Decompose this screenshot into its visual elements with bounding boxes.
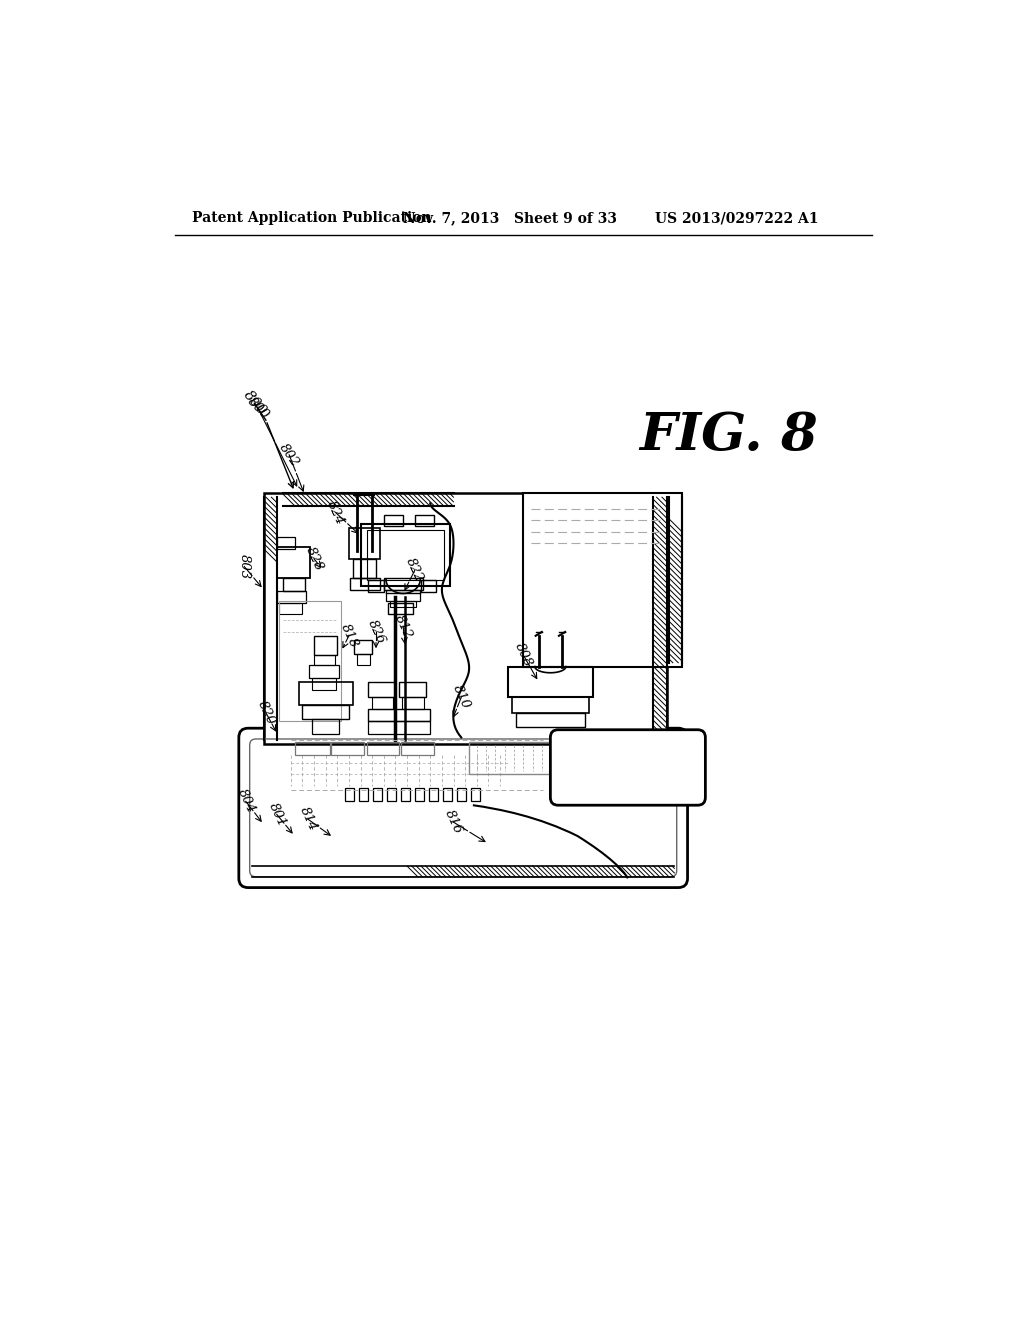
Text: 822: 822 [403, 556, 426, 585]
Text: 800: 800 [245, 395, 271, 422]
Text: 814: 814 [297, 805, 319, 833]
Text: Nov. 7, 2013   Sheet 9 of 33: Nov. 7, 2013 Sheet 9 of 33 [403, 211, 617, 226]
Text: 801: 801 [265, 800, 288, 829]
Bar [295, 742, 330, 755]
Bar [367, 529, 444, 581]
Bar [515, 713, 586, 726]
Bar [276, 537, 295, 549]
Text: Patent Application Publication: Patent Application Publication [191, 211, 431, 226]
Bar [429, 788, 438, 801]
Bar [523, 494, 682, 667]
Bar [349, 528, 380, 558]
Text: 816: 816 [442, 808, 465, 837]
Bar [354, 640, 372, 653]
Bar [357, 653, 370, 665]
Bar [312, 719, 339, 734]
Bar [390, 601, 417, 607]
Text: 824: 824 [325, 499, 347, 527]
Bar [349, 578, 380, 590]
Bar [415, 515, 434, 527]
Bar [276, 591, 306, 603]
Bar [312, 678, 336, 689]
Bar [399, 682, 426, 697]
Bar [372, 697, 393, 709]
Text: 818: 818 [338, 622, 360, 649]
Bar [369, 709, 430, 721]
Bar [345, 788, 354, 801]
Bar [442, 788, 452, 801]
Bar [299, 682, 352, 705]
Bar [471, 788, 480, 801]
Bar [400, 742, 434, 755]
Text: 812: 812 [392, 612, 415, 640]
Bar [280, 601, 341, 721]
Bar [512, 697, 589, 713]
Bar [400, 788, 410, 801]
Text: 828: 828 [303, 545, 326, 573]
Bar [309, 665, 339, 678]
Bar [280, 603, 302, 614]
Bar [415, 788, 424, 801]
Bar [263, 494, 667, 743]
Bar [457, 788, 466, 801]
Text: US 2013/0297222 A1: US 2013/0297222 A1 [655, 211, 818, 226]
Bar [384, 578, 423, 590]
Text: 802: 802 [276, 441, 302, 469]
Text: 800: 800 [240, 388, 268, 418]
Bar [402, 697, 424, 709]
Bar [369, 682, 395, 697]
Text: 820: 820 [255, 698, 278, 727]
Bar [302, 705, 349, 719]
Bar [367, 742, 399, 755]
Bar [359, 788, 369, 801]
FancyBboxPatch shape [550, 730, 706, 805]
Bar [369, 581, 384, 591]
Bar [276, 548, 310, 578]
Bar [386, 590, 420, 601]
Text: 810: 810 [451, 684, 472, 711]
Bar [283, 578, 305, 591]
Bar [469, 742, 558, 775]
Text: 803: 803 [238, 554, 251, 579]
Bar [352, 558, 376, 578]
Bar [314, 655, 335, 665]
Bar [314, 636, 337, 655]
Bar [369, 721, 430, 734]
FancyBboxPatch shape [239, 729, 687, 887]
Bar [388, 603, 414, 614]
Text: 826: 826 [365, 618, 387, 645]
Text: 808: 808 [512, 642, 535, 669]
Bar [360, 524, 450, 586]
Bar [373, 788, 382, 801]
Bar [387, 788, 396, 801]
Bar [331, 742, 365, 755]
Bar [384, 515, 403, 527]
Text: 804: 804 [234, 787, 257, 816]
Text: FIG. 8: FIG. 8 [640, 411, 818, 461]
Bar [421, 581, 436, 591]
Bar [508, 667, 593, 697]
